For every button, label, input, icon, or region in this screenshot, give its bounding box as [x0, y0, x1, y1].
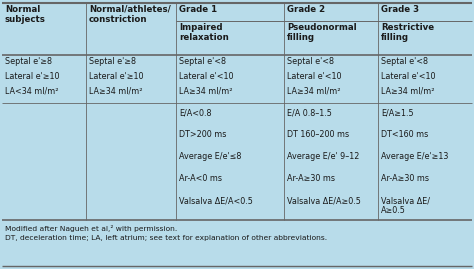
Text: LA≥34 ml/m²: LA≥34 ml/m² — [287, 87, 340, 96]
Text: Grade 3: Grade 3 — [381, 5, 419, 14]
Text: Ar-A<0 ms: Ar-A<0 ms — [179, 174, 222, 183]
Text: Valsalva ΔE/A≥0.5: Valsalva ΔE/A≥0.5 — [287, 196, 361, 205]
Text: Grade 2: Grade 2 — [287, 5, 325, 14]
Text: Normal
subjects: Normal subjects — [5, 5, 46, 24]
Text: Average E/e'≤8: Average E/e'≤8 — [179, 152, 241, 161]
Text: E/A≥1.5: E/A≥1.5 — [381, 108, 414, 117]
Text: Septal e'≥8: Septal e'≥8 — [89, 57, 136, 66]
Text: DT>200 ms: DT>200 ms — [179, 130, 227, 139]
Text: Septal e'<8: Septal e'<8 — [287, 57, 334, 66]
Text: Lateral e'≥10: Lateral e'≥10 — [5, 72, 60, 81]
Text: Impaired
relaxation: Impaired relaxation — [179, 23, 229, 43]
Text: E/A<0.8: E/A<0.8 — [179, 108, 211, 117]
Text: Ar-A≥30 ms: Ar-A≥30 ms — [381, 174, 429, 183]
Text: Lateral e'<10: Lateral e'<10 — [381, 72, 436, 81]
Text: Septal e'≥8: Septal e'≥8 — [5, 57, 52, 66]
Text: Ar-A≥30 ms: Ar-A≥30 ms — [287, 174, 335, 183]
Text: Septal e'<8: Septal e'<8 — [179, 57, 226, 66]
Text: Restrictive
filling: Restrictive filling — [381, 23, 434, 43]
Text: DT<160 ms: DT<160 ms — [381, 130, 428, 139]
Text: DT, deceleration time; LA, left atrium; see text for explanation of other abbrev: DT, deceleration time; LA, left atrium; … — [5, 235, 327, 241]
Text: Average E/e' 9–12: Average E/e' 9–12 — [287, 152, 359, 161]
Text: LA≥34 ml/m²: LA≥34 ml/m² — [179, 87, 233, 96]
Text: Normal/athletes/
constriction: Normal/athletes/ constriction — [89, 5, 171, 24]
Text: Lateral e'≥10: Lateral e'≥10 — [89, 72, 144, 81]
Text: DT 160–200 ms: DT 160–200 ms — [287, 130, 349, 139]
Text: Lateral e'<10: Lateral e'<10 — [287, 72, 341, 81]
Text: Average E/e'≥13: Average E/e'≥13 — [381, 152, 448, 161]
Text: Valsalva ΔE/
A≥0.5: Valsalva ΔE/ A≥0.5 — [381, 196, 430, 215]
Text: Septal e'<8: Septal e'<8 — [381, 57, 428, 66]
Text: LA≥34 ml/m²: LA≥34 ml/m² — [381, 87, 435, 96]
Text: Modified after Nagueh et al,² with permission.: Modified after Nagueh et al,² with permi… — [5, 225, 177, 232]
Text: Lateral e'<10: Lateral e'<10 — [179, 72, 234, 81]
Text: Pseudonormal
filling: Pseudonormal filling — [287, 23, 356, 43]
Text: E/A 0.8–1.5: E/A 0.8–1.5 — [287, 108, 332, 117]
Text: LA<34 ml/m²: LA<34 ml/m² — [5, 87, 58, 96]
Text: Valsalva ΔE/A<0.5: Valsalva ΔE/A<0.5 — [179, 196, 253, 205]
Text: Grade 1: Grade 1 — [179, 5, 217, 14]
Text: LA≥34 ml/m²: LA≥34 ml/m² — [89, 87, 143, 96]
